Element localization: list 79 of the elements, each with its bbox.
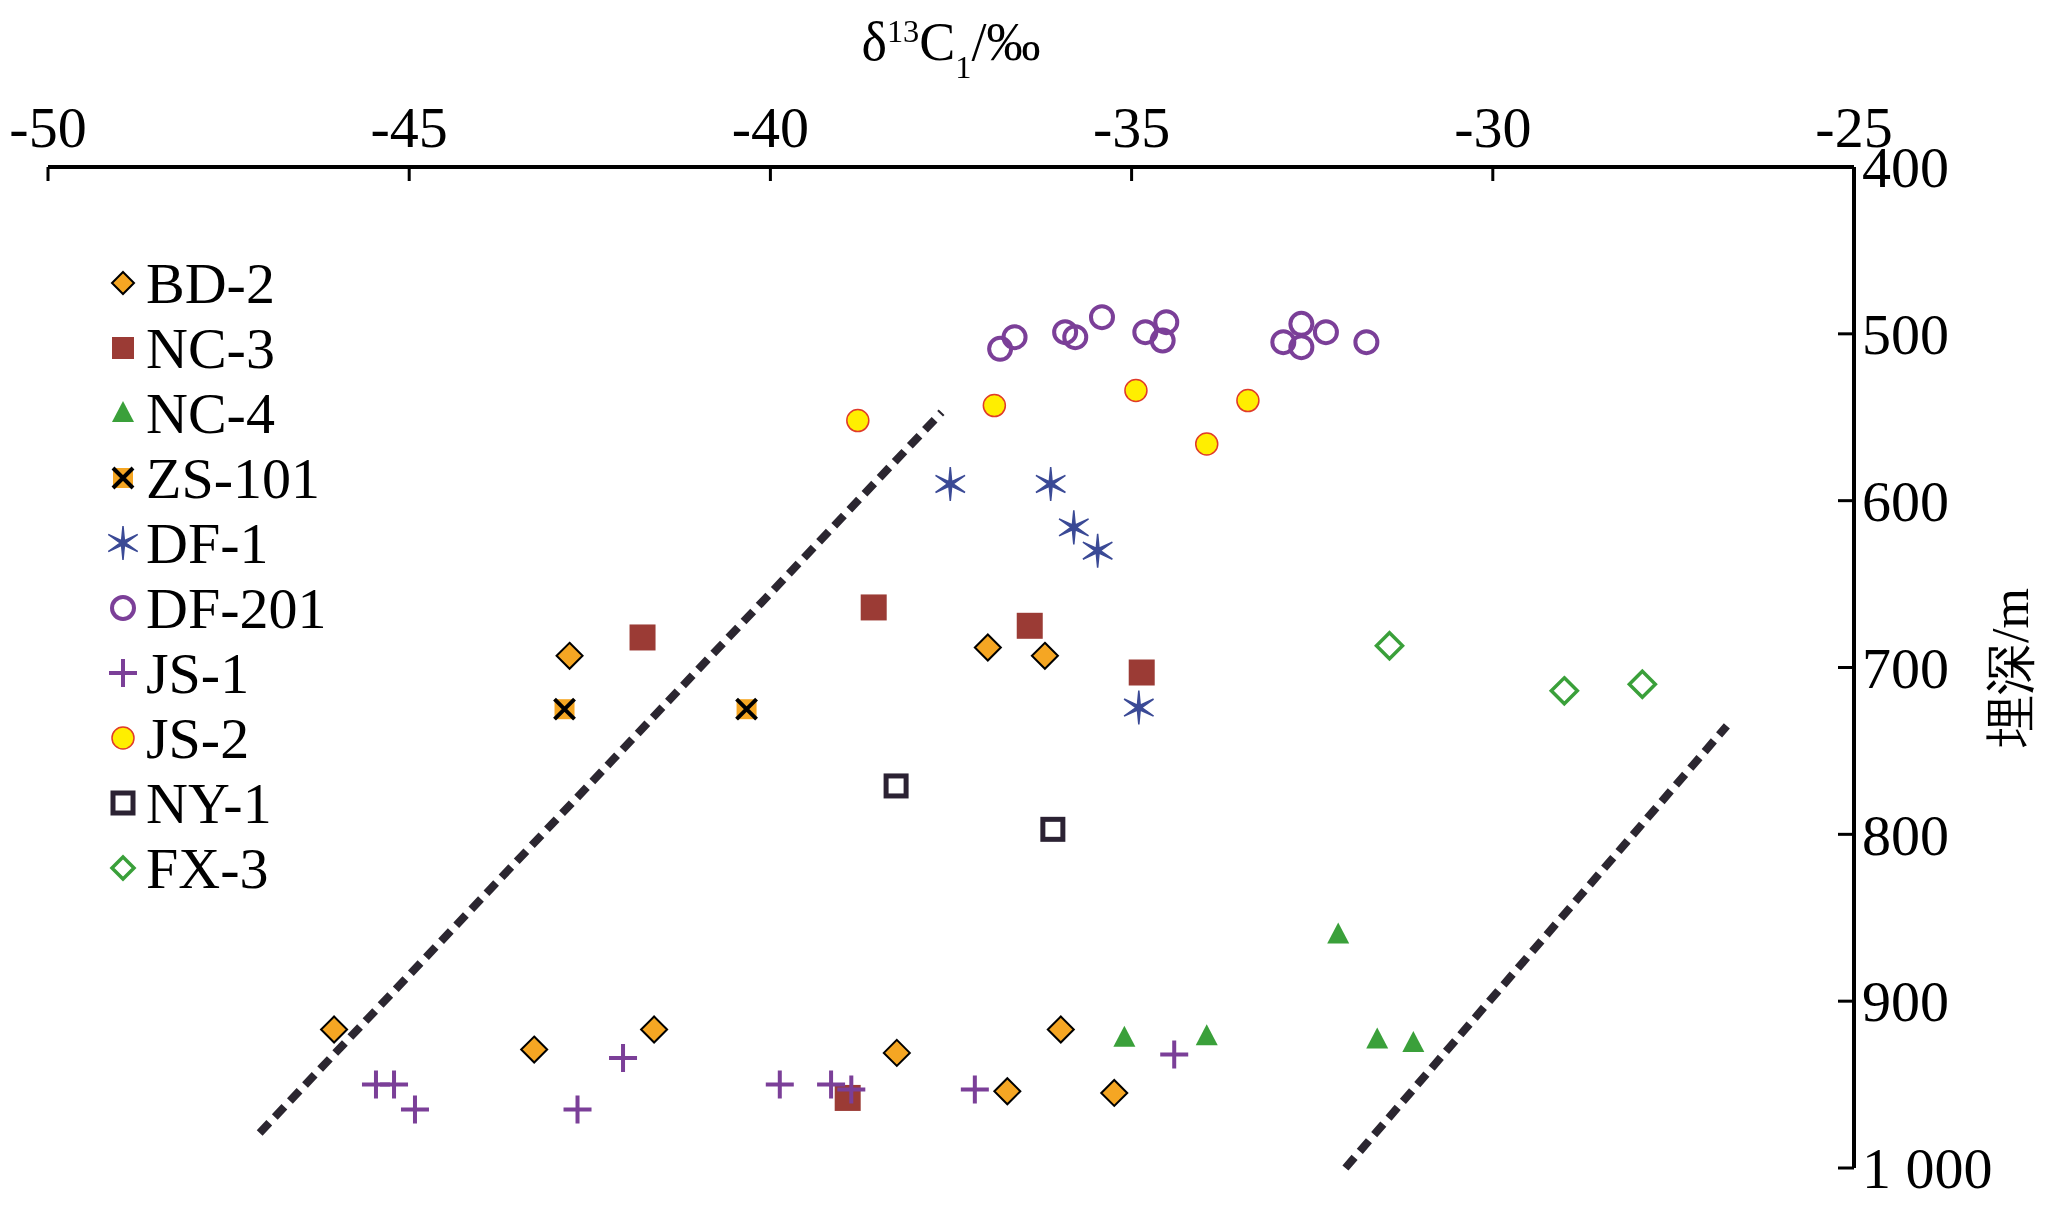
point	[1327, 922, 1350, 944]
y-tick-label: 500	[1862, 302, 1949, 368]
legend-label: JS-2	[146, 706, 250, 772]
point	[1627, 669, 1658, 699]
point	[1160, 1040, 1189, 1069]
point	[1100, 1078, 1129, 1107]
point	[1123, 689, 1155, 726]
x-tick-label: -45	[370, 95, 448, 160]
point	[380, 1070, 409, 1099]
point	[883, 773, 909, 799]
point	[320, 1015, 349, 1044]
point	[960, 1075, 989, 1104]
y-axis-title: 埋深/m	[1982, 588, 2039, 748]
x-tick-label: -40	[731, 95, 810, 160]
legend-label: FX-3	[146, 836, 269, 902]
y-tick-label: 900	[1862, 969, 1949, 1035]
legend-label: NY-1	[146, 771, 272, 837]
point	[1124, 378, 1148, 403]
point	[1312, 319, 1339, 346]
point	[1288, 310, 1315, 337]
point	[882, 1038, 911, 1067]
point	[1270, 329, 1297, 356]
legend-label: DF-201	[146, 576, 327, 642]
point	[1132, 319, 1159, 346]
legend-label: BD-2	[146, 251, 275, 317]
point	[973, 633, 1002, 662]
point	[555, 641, 584, 670]
point	[1016, 612, 1043, 639]
x-tick-label: -30	[1454, 95, 1532, 160]
point	[1001, 324, 1028, 351]
point	[1058, 509, 1090, 546]
point	[609, 1043, 638, 1072]
point	[1113, 1025, 1136, 1047]
point	[1128, 659, 1155, 686]
point	[400, 1095, 429, 1124]
x-axis-title: δ$^{13}$C$_{1}$/‰	[861, 12, 1041, 85]
point	[520, 1035, 549, 1064]
point	[629, 624, 656, 651]
legend-label: DF-1	[146, 511, 269, 577]
x-tick-label: -50	[9, 95, 87, 160]
point	[987, 335, 1014, 362]
y-tick-label: 700	[1862, 635, 1949, 701]
point	[817, 1070, 846, 1099]
point	[1153, 309, 1180, 336]
point	[1062, 324, 1089, 351]
point	[1082, 532, 1114, 569]
point	[1402, 1030, 1425, 1052]
legend-label: JS-1	[146, 641, 250, 707]
point	[765, 1070, 794, 1099]
point	[934, 466, 966, 502]
point	[1195, 1024, 1218, 1046]
point	[1353, 329, 1380, 356]
legend-label: NC-4	[146, 381, 275, 447]
point	[1149, 327, 1176, 354]
point	[1040, 816, 1066, 842]
legend-label: NC-3	[146, 316, 275, 382]
point	[846, 408, 870, 433]
point	[1236, 388, 1260, 413]
point	[837, 1075, 866, 1104]
point	[1088, 304, 1115, 331]
x-tick-label: -35	[1092, 95, 1171, 160]
legend-label: ZS-101	[146, 446, 320, 512]
y-tick-label: 1 000	[1862, 1136, 1993, 1202]
point	[1035, 466, 1067, 502]
point	[1288, 334, 1315, 361]
point	[860, 594, 887, 621]
point	[993, 1077, 1022, 1106]
point	[1366, 1027, 1389, 1049]
point	[1052, 319, 1079, 346]
point	[563, 1095, 592, 1124]
point	[1194, 432, 1219, 456]
point	[1046, 1015, 1075, 1044]
point	[640, 1015, 669, 1044]
point	[1374, 631, 1405, 661]
point	[982, 393, 1007, 418]
y-tick-label: 800	[1862, 802, 1949, 868]
y-tick-label: 600	[1862, 468, 1949, 534]
point	[1549, 676, 1580, 706]
point	[1030, 641, 1059, 670]
